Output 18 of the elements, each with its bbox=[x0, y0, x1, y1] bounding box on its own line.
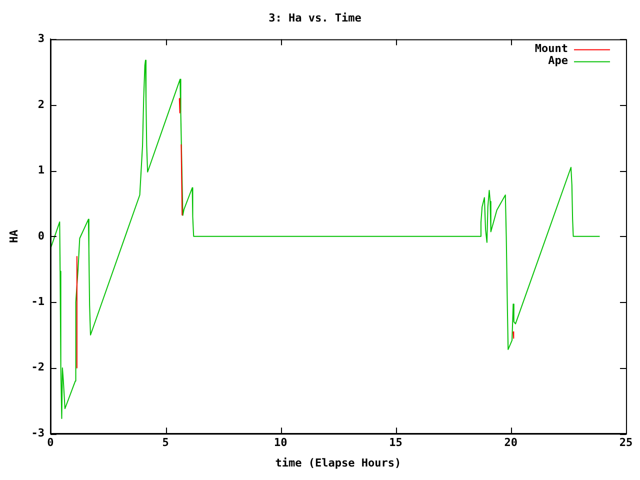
y-tick-label: 2 bbox=[38, 98, 44, 111]
x-tick-label: 5 bbox=[162, 436, 169, 450]
y-tick-label: 0 bbox=[38, 229, 44, 242]
x-tick-label: 25 bbox=[619, 436, 633, 450]
y-tick-label: 3 bbox=[38, 32, 44, 46]
y-tick-label: -2 bbox=[31, 360, 44, 374]
x-tick-label: 15 bbox=[389, 436, 402, 450]
x-tick-label: 20 bbox=[504, 436, 518, 450]
legend-label: Mount bbox=[534, 42, 568, 56]
y-axis-title: HA bbox=[7, 229, 20, 244]
legend-label: Ape bbox=[548, 54, 568, 68]
chart-title: 3: Ha vs. Time bbox=[268, 11, 362, 24]
y-tick-label: 1 bbox=[38, 164, 45, 177]
x-axis-title: time (Elapse Hours) bbox=[275, 456, 402, 470]
x-tick-label: 0 bbox=[47, 436, 54, 450]
y-tick-label: -3 bbox=[31, 426, 44, 440]
x-tick-label: 10 bbox=[274, 436, 288, 450]
y-tick-label: -1 bbox=[31, 294, 45, 308]
